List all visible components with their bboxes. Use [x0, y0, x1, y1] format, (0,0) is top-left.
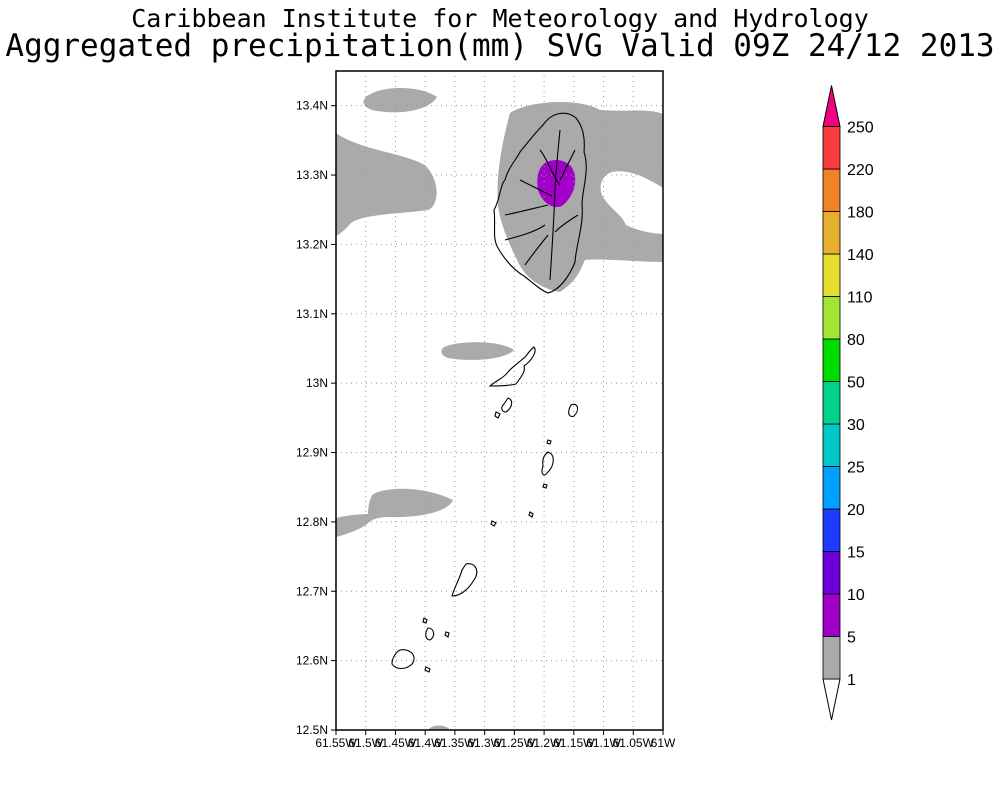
light-precip-area: [363, 88, 437, 113]
river-line: [554, 214, 579, 233]
moderate-precip-area: [537, 160, 576, 208]
colorbar-segment: [822, 211, 841, 255]
islet-coastline: [425, 627, 435, 641]
union-island-coastline: [451, 563, 478, 597]
bequia-coastline: [488, 346, 536, 387]
colorbar-label: 30: [847, 417, 865, 434]
map-frame: [335, 70, 664, 731]
colorbar-label: 140: [847, 247, 874, 264]
lon-tick-label: 61.35W: [434, 736, 476, 750]
lon-tick-label: 61.4W: [408, 736, 443, 750]
lat-tick-label: 13.1N: [296, 307, 328, 321]
institution-title: Caribbean Institute for Meteorology and …: [131, 4, 869, 33]
coastlines: [391, 112, 587, 673]
colorbar-label: 20: [847, 502, 865, 519]
latitude-axis: 13.4N 13.3N 13.2N 13.1N 13N 12.9N 12.8N 12.7N 12…: [296, 99, 336, 737]
islet-coastline: [444, 631, 450, 638]
colorbar-label: 25: [847, 460, 865, 477]
lat-tick-label: 12.7N: [296, 584, 328, 598]
lon-tick-label: 61.45W: [375, 736, 417, 750]
islet-coastline: [490, 520, 497, 527]
lon-tick-label: 61.15W: [553, 736, 595, 750]
lon-tick-label: 61.25W: [494, 736, 536, 750]
lat-tick-label: 13N: [306, 376, 328, 390]
islet-coastline: [528, 511, 534, 518]
colorbar-segment: [822, 168, 841, 212]
colorbar-segment: [822, 466, 841, 510]
colorbar-segment: [822, 423, 841, 467]
river-line: [519, 179, 553, 197]
colorbar-label: 110: [847, 290, 873, 307]
colorbar-segment: [822, 551, 841, 595]
colorbar-label: 15: [847, 545, 865, 562]
river-line: [504, 204, 549, 216]
light-precip-area: [428, 725, 450, 730]
colorbar-label: 180: [847, 205, 874, 222]
lat-tick-label: 12.9N: [296, 446, 328, 460]
lon-tick-label: 61.3W: [467, 736, 502, 750]
lat-tick-label: 13.4N: [296, 99, 328, 113]
colorbar-label: 220: [847, 162, 874, 179]
islet-coastline: [546, 439, 552, 445]
st-vincent-coastline: [493, 112, 587, 294]
lat-tick-label: 13.2N: [296, 237, 328, 251]
colorbar-segment: [822, 338, 841, 382]
river-line: [539, 149, 561, 186]
colorbar-segment: [822, 296, 841, 340]
islet-coastline: [422, 617, 428, 624]
river-line: [549, 129, 561, 281]
colorbar-segment: [822, 381, 841, 425]
colorbar-label: 80: [847, 332, 865, 349]
longitude-axis: 61.55W61.5W61.45W61.4W61.35W61.3W61.25W6…: [315, 730, 676, 750]
mustique-coastline: [501, 397, 513, 413]
light-precip-area: [336, 133, 437, 236]
lat-tick-label: 12.8N: [296, 515, 328, 529]
lat-tick-label: 13.3N: [296, 168, 328, 182]
lon-tick-label: 61W: [651, 736, 676, 750]
colorbar-label: 50: [847, 375, 865, 392]
lon-tick-label: 61.2W: [527, 736, 562, 750]
light-precip-area: [336, 488, 453, 537]
colorbar-label: 5: [847, 630, 856, 647]
river-line: [504, 224, 546, 241]
lon-tick-label: 61.05W: [613, 736, 655, 750]
islet-coastline: [424, 666, 431, 673]
islet-coastline: [568, 403, 579, 418]
colorbar-over-triangle: [822, 85, 841, 127]
product-title: Aggregated precipitation(mm) SVG Valid 0…: [5, 28, 995, 64]
canouan-coastline: [541, 451, 554, 476]
light-precip-area: [441, 342, 514, 360]
islet-coastline: [542, 483, 548, 489]
colorbar-under-triangle: [822, 678, 841, 721]
colorbar-label: 1: [847, 672, 856, 689]
lon-tick-label: 61.55W: [315, 736, 357, 750]
river-line: [559, 149, 576, 181]
colorbar-segment: [822, 593, 841, 637]
carriacou-coastline: [391, 649, 415, 670]
colorbar-segment: [822, 636, 841, 680]
lat-tick-label: 12.6N: [296, 654, 328, 668]
lon-tick-label: 61.1W: [586, 736, 621, 750]
colorbar-label: 10: [847, 587, 865, 604]
islet-coastline: [494, 411, 501, 419]
colorbar-label: 250: [847, 120, 874, 137]
colorbar-segment: [822, 253, 841, 297]
river-line: [524, 234, 549, 266]
lat-tick-label: 12.5N: [296, 723, 328, 737]
lon-tick-label: 61.5W: [348, 736, 383, 750]
colorbar-segment: [822, 508, 841, 552]
colorbar-segment: [822, 126, 841, 170]
